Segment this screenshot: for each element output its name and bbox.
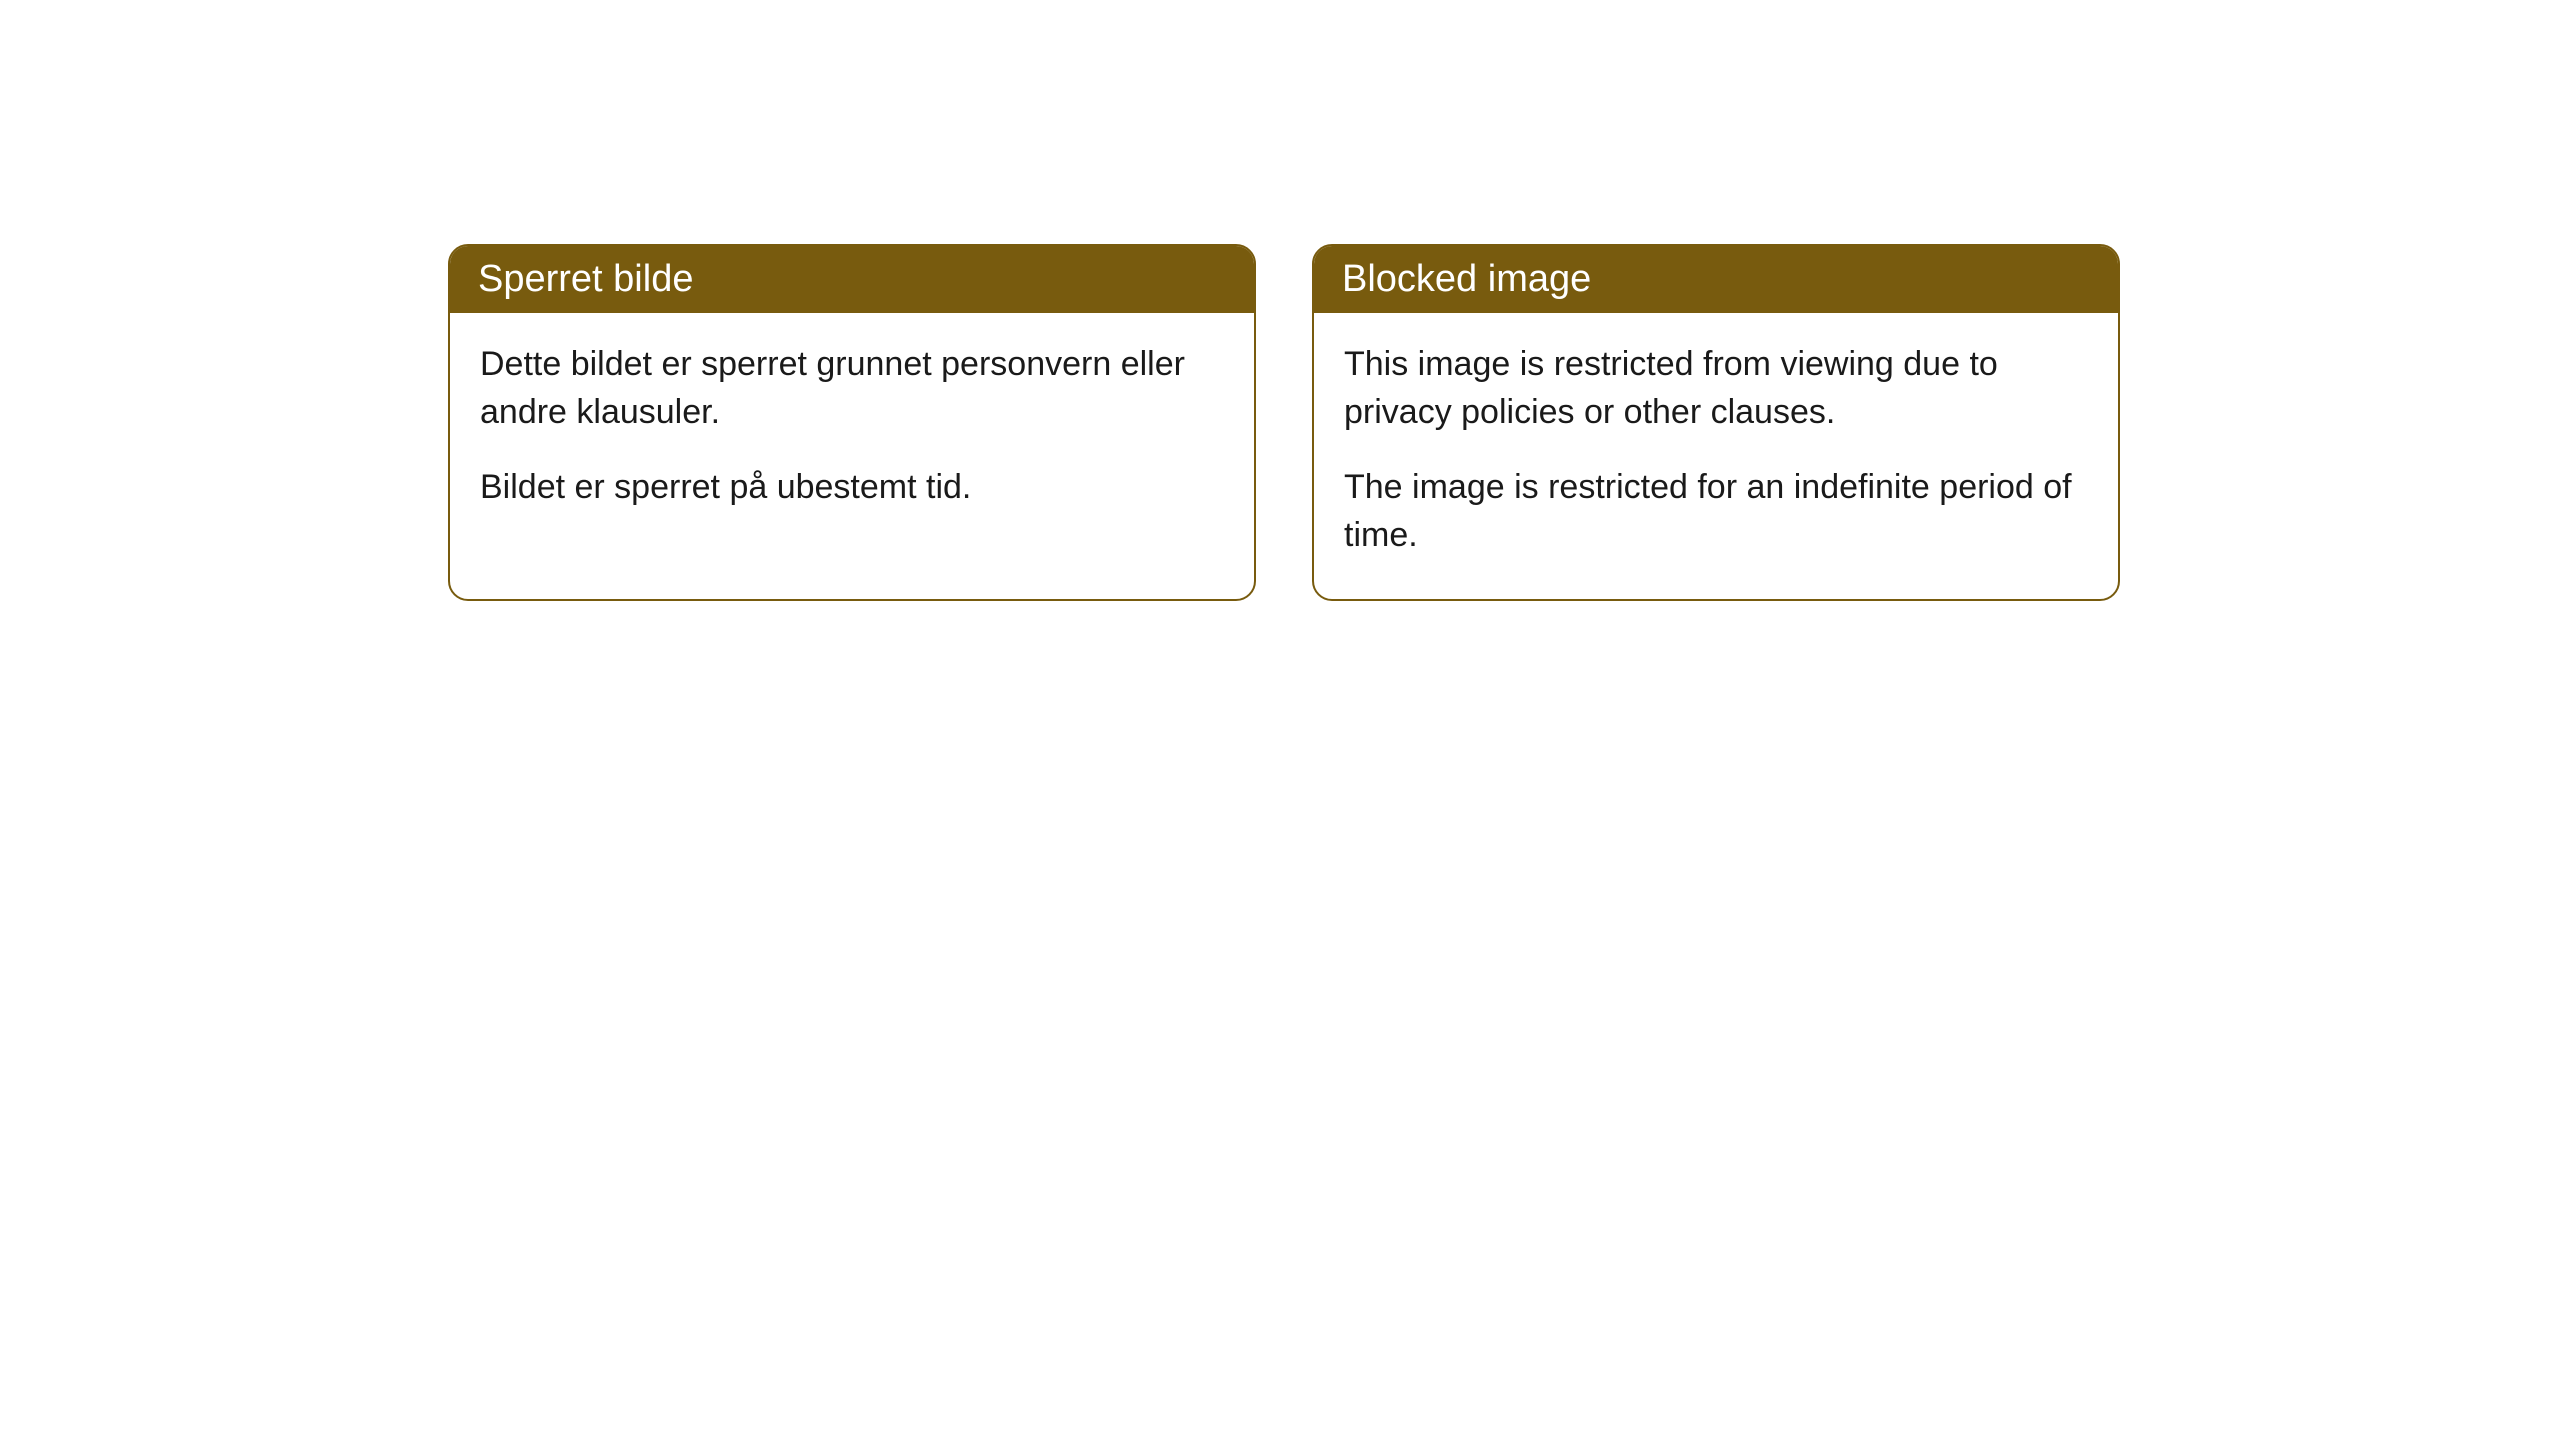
card-paragraph-1: Dette bildet er sperret grunnet personve… — [480, 341, 1224, 436]
card-paragraph-2: The image is restricted for an indefinit… — [1344, 464, 2088, 559]
card-body: Dette bildet er sperret grunnet personve… — [450, 313, 1254, 552]
blocked-image-card-english: Blocked image This image is restricted f… — [1312, 244, 2120, 601]
notice-cards-container: Sperret bilde Dette bildet er sperret gr… — [0, 0, 2560, 601]
card-header: Sperret bilde — [450, 246, 1254, 313]
blocked-image-card-norwegian: Sperret bilde Dette bildet er sperret gr… — [448, 244, 1256, 601]
card-header: Blocked image — [1314, 246, 2118, 313]
card-paragraph-1: This image is restricted from viewing du… — [1344, 341, 2088, 436]
card-paragraph-2: Bildet er sperret på ubestemt tid. — [480, 464, 1224, 512]
card-body: This image is restricted from viewing du… — [1314, 313, 2118, 599]
